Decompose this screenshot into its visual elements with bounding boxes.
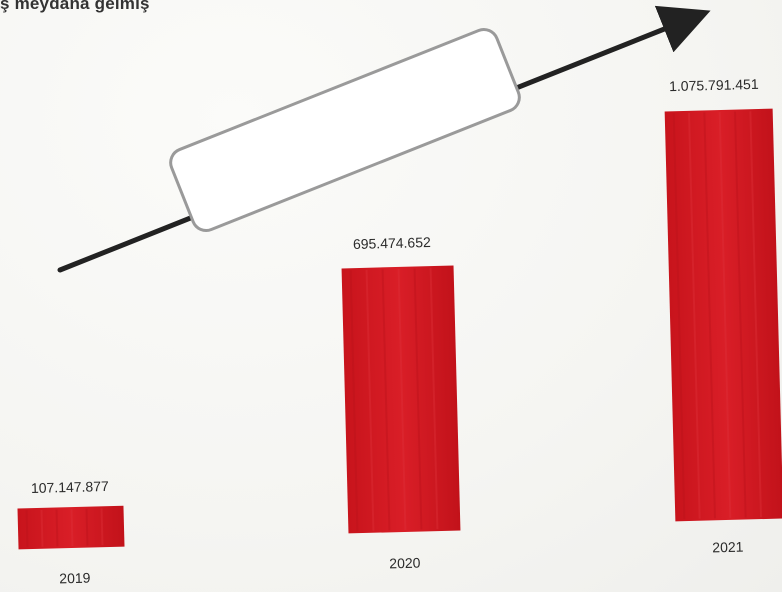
bar-texture bbox=[718, 112, 732, 518]
bar-texture bbox=[25, 510, 29, 548]
bar-texture bbox=[397, 268, 407, 530]
bar-texture bbox=[100, 508, 104, 546]
bar-texture bbox=[55, 509, 59, 547]
bar-texture bbox=[429, 268, 439, 530]
bar-rect bbox=[341, 265, 461, 534]
labels-layer: 107.147.877 2019 695.474.652 2020 1.075.791.… bbox=[31, 76, 759, 587]
bar-2019 bbox=[17, 505, 125, 550]
bar-texture bbox=[70, 509, 74, 546]
bars-layer bbox=[17, 108, 782, 550]
bar-texture bbox=[734, 111, 747, 518]
year-label-2021: 2021 bbox=[712, 539, 744, 556]
bar-2021 bbox=[664, 108, 782, 522]
bar-texture bbox=[381, 269, 391, 531]
bar-texture bbox=[749, 111, 762, 518]
bar-texture bbox=[672, 113, 686, 520]
bar-texture bbox=[349, 270, 359, 532]
cropped-header-text: ş meydana gelmiş bbox=[0, 0, 150, 13]
value-label-2021: 1.075.791.451 bbox=[669, 76, 759, 94]
year-label-2019: 2019 bbox=[59, 570, 91, 587]
bar-texture bbox=[40, 509, 44, 547]
bar-texture bbox=[703, 112, 716, 519]
bar-rect bbox=[17, 505, 125, 550]
bar-texture bbox=[688, 112, 701, 519]
trend-annotation-box bbox=[169, 28, 521, 232]
value-label-2019: 107.147.877 bbox=[31, 478, 109, 496]
bar-texture bbox=[413, 268, 423, 530]
bar-rect bbox=[664, 108, 782, 522]
bar-texture bbox=[85, 508, 89, 546]
year-label-2020: 2020 bbox=[389, 555, 421, 572]
value-label-2020: 695.474.652 bbox=[353, 234, 431, 252]
bar-2020 bbox=[341, 265, 461, 534]
bar-texture bbox=[365, 269, 375, 531]
